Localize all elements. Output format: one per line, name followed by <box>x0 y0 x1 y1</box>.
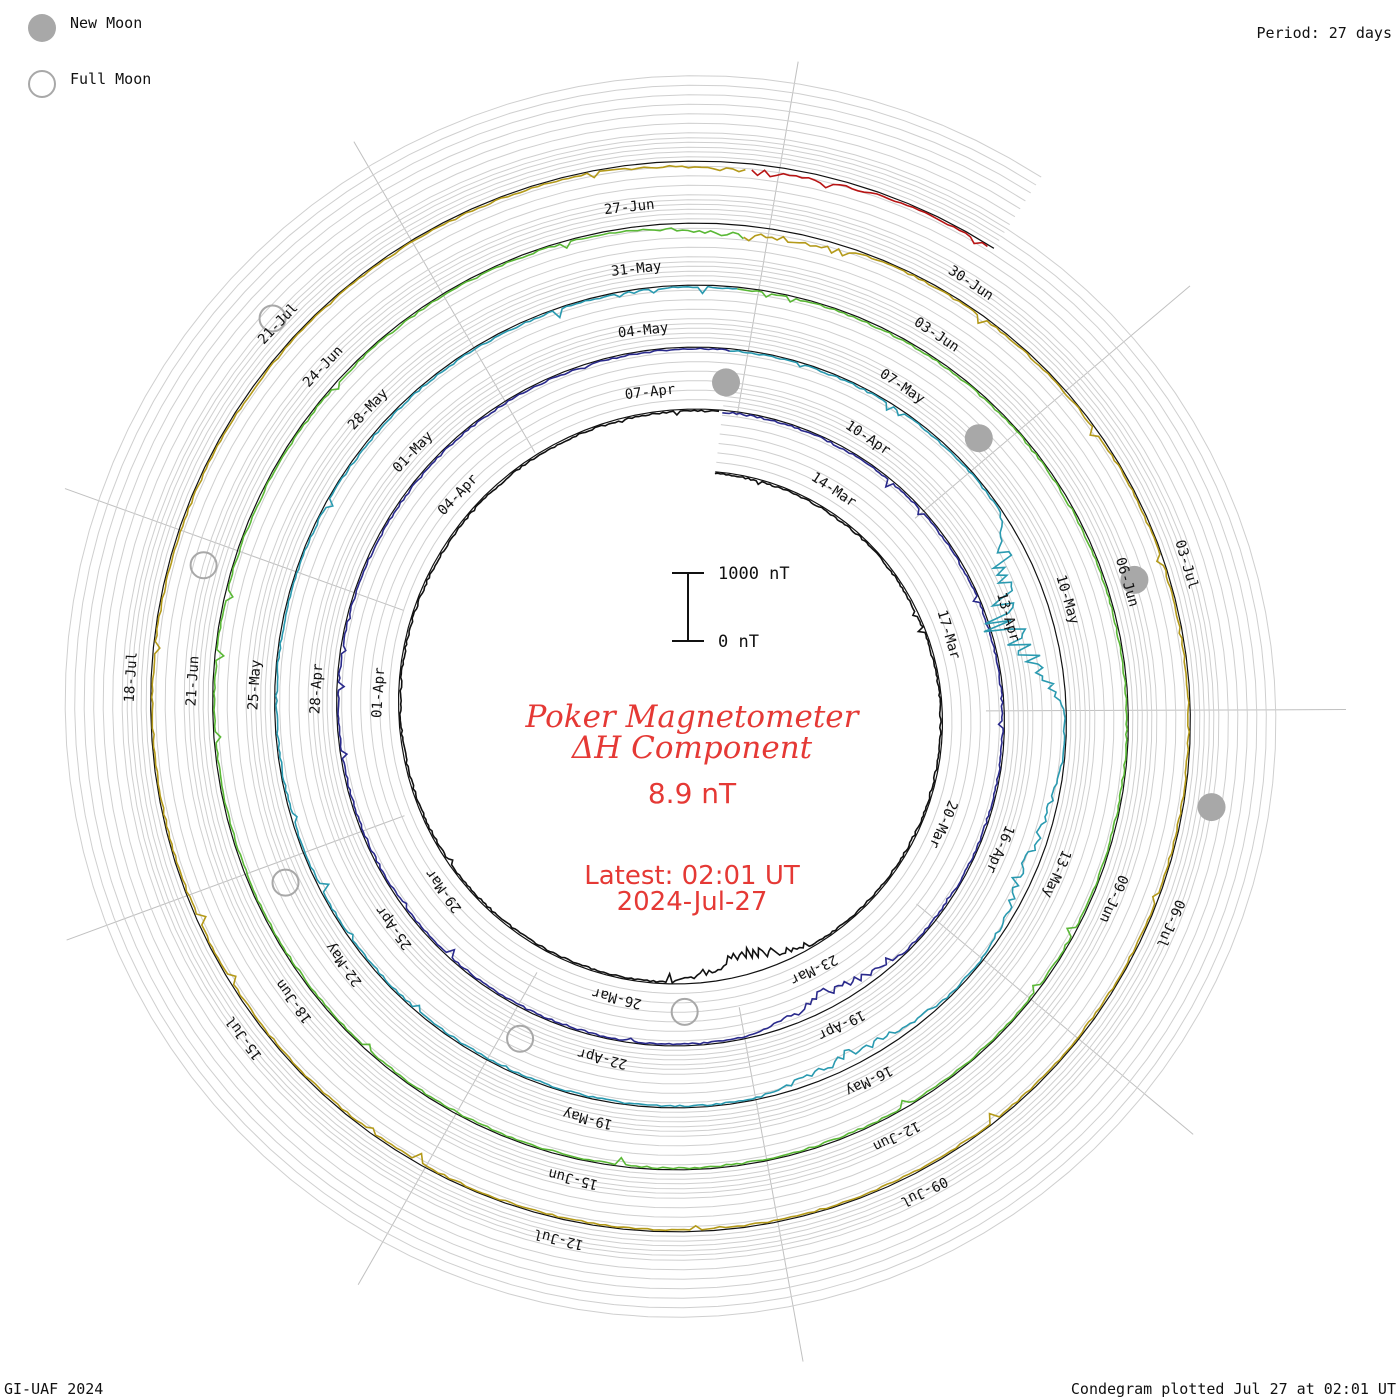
data-series <box>150 164 1191 1232</box>
ring-gridline <box>121 132 1220 1261</box>
series-rotation-2 <box>337 347 1005 1046</box>
rotation-baselines <box>150 160 1191 1233</box>
series-rotation-4 <box>213 227 1129 1170</box>
radial-gridline <box>357 972 538 1286</box>
scale-top-label: 1000 nT <box>718 564 790 584</box>
new-moon-marker <box>712 368 741 397</box>
date-label: 19-May <box>561 1105 614 1132</box>
series-rotation-6 <box>751 169 988 248</box>
scale-bar: 1000 nT 0 nT <box>672 564 790 652</box>
period-label: Period: 27 days <box>1256 24 1392 42</box>
scale-bottom-label: 0 nT <box>718 632 759 652</box>
moon-markers <box>189 304 1226 1053</box>
series-rotation-1 <box>398 409 942 985</box>
new-moon-icon <box>28 14 56 42</box>
ring-gridline <box>83 94 1258 1299</box>
chart-title: Poker Magnetometer <box>525 699 861 735</box>
date-label: 12-Jul <box>532 1225 585 1252</box>
full-moon-marker <box>271 868 300 897</box>
date-label: 26-Mar <box>590 984 643 1011</box>
ring-gridline <box>74 84 1267 1309</box>
ring-gridline <box>93 103 1248 1290</box>
new-moon-marker <box>1120 565 1149 594</box>
footer-right: Condegram plotted Jul 27 at 02:01 UT <box>1070 1380 1396 1398</box>
latest-time: Latest: 02:01 UT <box>584 861 800 891</box>
radial-gridline <box>66 815 405 941</box>
date-label: 16-Apr <box>982 823 1017 876</box>
date-label: 31-May <box>610 258 662 280</box>
full-moon-marker <box>189 551 218 580</box>
date-label: 09-Jun <box>1096 872 1131 925</box>
series-rotation-3 <box>274 285 1066 1108</box>
ring-gridline <box>112 122 1229 1271</box>
date-label: 04-May <box>617 320 669 342</box>
radial-gridline <box>916 903 1194 1135</box>
full-moon-marker <box>506 1024 535 1053</box>
ring-gridline <box>64 75 1277 1318</box>
full-moon-label: Full Moon <box>70 70 152 88</box>
full-moon-marker <box>670 997 699 1026</box>
ring-gridlines <box>64 75 1277 1318</box>
full-moon-icon <box>28 70 56 98</box>
date-label: 01-Apr <box>369 667 388 718</box>
date-label: 22-Apr <box>576 1044 629 1071</box>
ring-gridline <box>131 141 1210 1252</box>
date-label: 14-Mar <box>808 469 859 510</box>
series-rotation-5 <box>150 164 1191 1232</box>
date-label: 15-Jun <box>547 1165 600 1192</box>
date-label: 20-Mar <box>926 798 961 851</box>
date-label: 18-Jul <box>122 652 141 703</box>
date-label: 25-May <box>245 659 264 710</box>
date-label: 13-May <box>1039 847 1074 900</box>
date-label: 28-Apr <box>307 663 326 714</box>
date-label: 21-Jun <box>183 655 202 706</box>
radial-gridline <box>914 285 1191 519</box>
new-moon-label: New Moon <box>70 14 143 32</box>
new-moon-marker <box>964 424 993 453</box>
ring-gridline <box>102 113 1239 1280</box>
current-value: 8.9 nT <box>648 777 737 810</box>
latest-date: 2024-Jul-27 <box>617 887 768 917</box>
date-label: 17-Mar <box>934 608 964 661</box>
date-label: 27-Jun <box>603 197 655 219</box>
date-label: 06-Jul <box>1153 897 1188 950</box>
baseline-spiral <box>150 160 1191 1233</box>
footer-left: GI-UAF 2024 <box>4 1380 104 1398</box>
full-moon-marker <box>258 304 287 333</box>
new-moon-marker <box>1197 793 1226 822</box>
chart-subtitle: ΔH Component <box>571 730 813 766</box>
date-label: 07-Apr <box>624 382 676 404</box>
radial-gridline <box>64 488 404 611</box>
ring-gridline <box>140 151 1201 1242</box>
